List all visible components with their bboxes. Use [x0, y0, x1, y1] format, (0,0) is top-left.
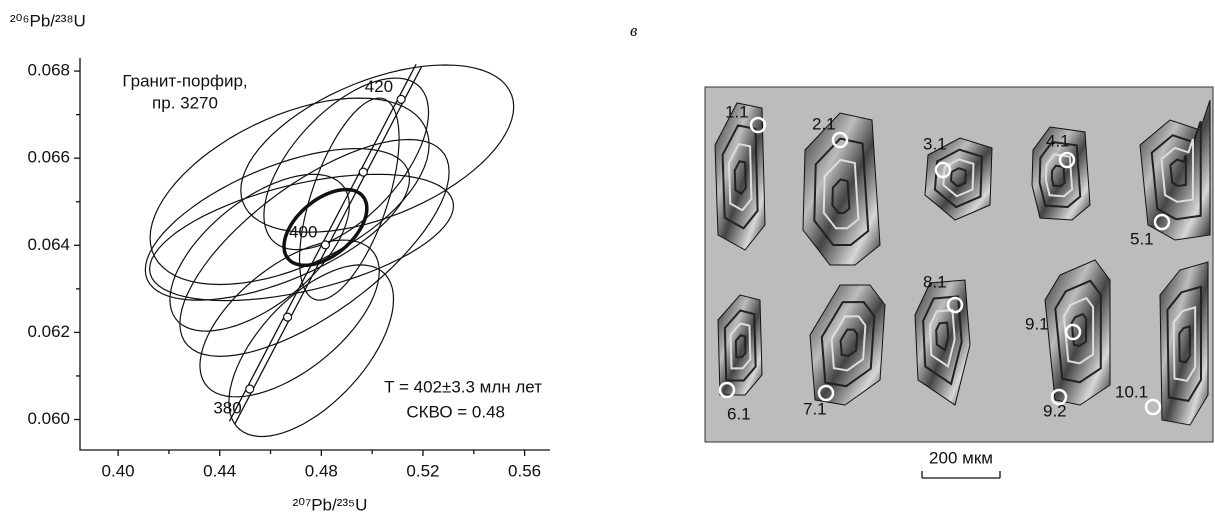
age-marker	[358, 167, 368, 177]
zircon-zone	[721, 124, 759, 230]
spot-label: 5.1	[1130, 229, 1154, 248]
analysis-spot	[749, 116, 767, 134]
x-tick-label: 0.52	[406, 461, 439, 480]
x-tick-label: 0.56	[508, 461, 541, 480]
error-ellipse	[148, 173, 455, 302]
y-tick-label: 0.062	[27, 322, 70, 341]
analysis-spot	[817, 384, 835, 402]
y-tick-label: 0.066	[27, 148, 70, 167]
spot-label: 4.1	[1046, 131, 1070, 150]
analysis-spot	[1064, 323, 1082, 341]
spot-label: 9.2	[1043, 401, 1067, 420]
age-label: 380	[213, 399, 241, 418]
analysis-spot	[1050, 388, 1068, 406]
zircon-zone	[1070, 312, 1088, 348]
zircon-grain	[714, 102, 766, 251]
spot-label: 2.1	[812, 114, 836, 133]
age-marker	[396, 94, 406, 104]
annotation: СКВО = 0.48	[406, 402, 505, 421]
annotation: T = 402±3.3 млн лет	[384, 377, 542, 396]
axis	[79, 58, 550, 451]
error-ellipse	[149, 97, 430, 286]
y-axis-title: ²⁰⁶Pb/²³⁸U	[10, 11, 86, 30]
spot-label: 3.1	[923, 134, 947, 153]
sample-label: Гранит-порфир,	[122, 71, 247, 90]
spot-label: 8.1	[923, 272, 947, 291]
y-tick-label: 0.060	[27, 409, 70, 428]
zircon-zone	[822, 158, 860, 230]
error-ellipse	[298, 97, 400, 301]
error-ellipse	[199, 239, 380, 398]
spot-label: 1.1	[725, 102, 749, 121]
analysis-spot	[718, 381, 736, 399]
zircon-zone	[813, 137, 870, 246]
error-ellipse	[228, 264, 395, 438]
zircon-zone	[830, 315, 867, 372]
zircon-zone	[723, 309, 757, 382]
error-ellipse	[144, 147, 411, 301]
zircon-zone	[820, 301, 876, 388]
sample-label: пр. 3270	[152, 93, 218, 112]
zircon-zone	[1050, 164, 1066, 188]
spot-label: 10.1	[1115, 382, 1148, 401]
age-label: 400	[289, 222, 317, 241]
analysis-spot	[1153, 213, 1171, 231]
x-axis-title: ²⁰⁷Pb/²³⁵U	[293, 495, 368, 514]
scale-label: 200 мкм	[929, 448, 993, 467]
spot-label: 6.1	[727, 404, 751, 423]
x-tick-label: 0.44	[203, 461, 236, 480]
zircon-zone	[831, 178, 851, 214]
analysis-spot	[831, 131, 849, 149]
panel-label: в	[630, 21, 638, 40]
zircon-zone	[922, 295, 963, 386]
zircon-zone	[1150, 120, 1202, 221]
x-tick-label: 0.40	[102, 461, 135, 480]
zircon-grains: 1.1 2.1 3.1 4.1 5.1 6.1 7.1 8.1 9.1 9.2 10.1	[714, 99, 1211, 426]
zircon-zone	[1172, 306, 1197, 382]
age-marker	[320, 240, 331, 250]
analysis-spot	[1058, 151, 1076, 169]
y-tick-label: 0.064	[27, 235, 70, 254]
zircon-zone	[928, 308, 956, 368]
zircon-grain	[802, 112, 881, 266]
zircon-grain	[809, 284, 886, 406]
zircon-zone	[1054, 279, 1102, 384]
zircon-zone	[729, 322, 752, 370]
zircon-zone	[935, 321, 950, 352]
zircon-zone	[733, 160, 747, 195]
zircon-zone	[1178, 325, 1191, 364]
zircon-zone	[734, 334, 747, 359]
spot-label: 7.1	[803, 399, 827, 418]
zircon-zone	[839, 328, 859, 358]
zircon-zone	[1169, 154, 1187, 187]
analysis-spot	[946, 296, 964, 314]
age-marker	[245, 384, 255, 394]
analysis-spot	[934, 161, 952, 179]
y-tick-label: 0.068	[27, 61, 70, 80]
spot-label: 9.1	[1025, 314, 1049, 333]
zircon-zone	[933, 148, 983, 209]
zircon-zone	[1166, 285, 1202, 402]
mean-ellipse	[282, 187, 369, 268]
x-tick-label: 0.48	[305, 461, 338, 480]
zircon-zone	[1044, 153, 1074, 198]
zircon-zone	[1038, 140, 1082, 209]
zircon-zone	[949, 167, 967, 188]
error-ellipse	[263, 77, 430, 251]
zircon-zone	[1062, 296, 1095, 365]
zircon-zone	[1160, 138, 1194, 203]
age-label: 420	[365, 77, 393, 96]
error-ellipse	[169, 173, 350, 332]
age-marker	[282, 312, 293, 322]
zircon-zone	[727, 142, 753, 212]
zircon-grain	[717, 294, 763, 396]
analysis-spot	[1144, 398, 1162, 416]
zircon-zone	[942, 158, 975, 198]
